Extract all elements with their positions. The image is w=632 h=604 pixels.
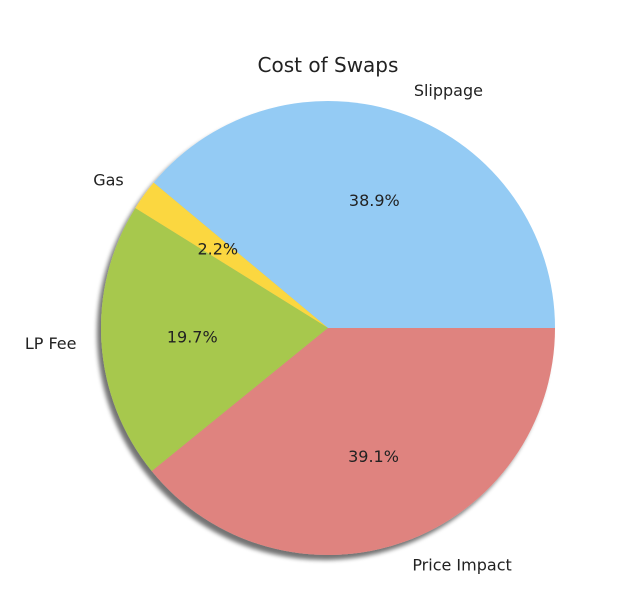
slice-percentage-price-impact: 39.1% [348,447,399,466]
slice-label-price-impact: Price Impact [412,555,511,574]
pie-slice-gas [135,182,328,328]
slice-label-lp-fee: LP Fee [25,334,77,353]
slice-percentage-labels: 38.9% 2.2% 19.7% 39.1% [167,191,400,466]
slice-label-slippage: Slippage [414,81,483,100]
slice-percentage-lp-fee: 19.7% [167,328,218,347]
slice-labels: Slippage Gas LP Fee Price Impact [25,81,512,574]
chart-title: Cost of Swaps [258,53,399,77]
pie-slice-lp-fee [101,208,328,472]
slice-percentage-gas: 2.2% [197,239,238,258]
pie-slice-price-impact [151,328,556,555]
slice-percentage-slippage: 38.9% [349,191,400,210]
pie-slices [101,100,556,555]
slice-label-gas: Gas [93,170,124,189]
pie-slice-slippage [153,100,556,328]
